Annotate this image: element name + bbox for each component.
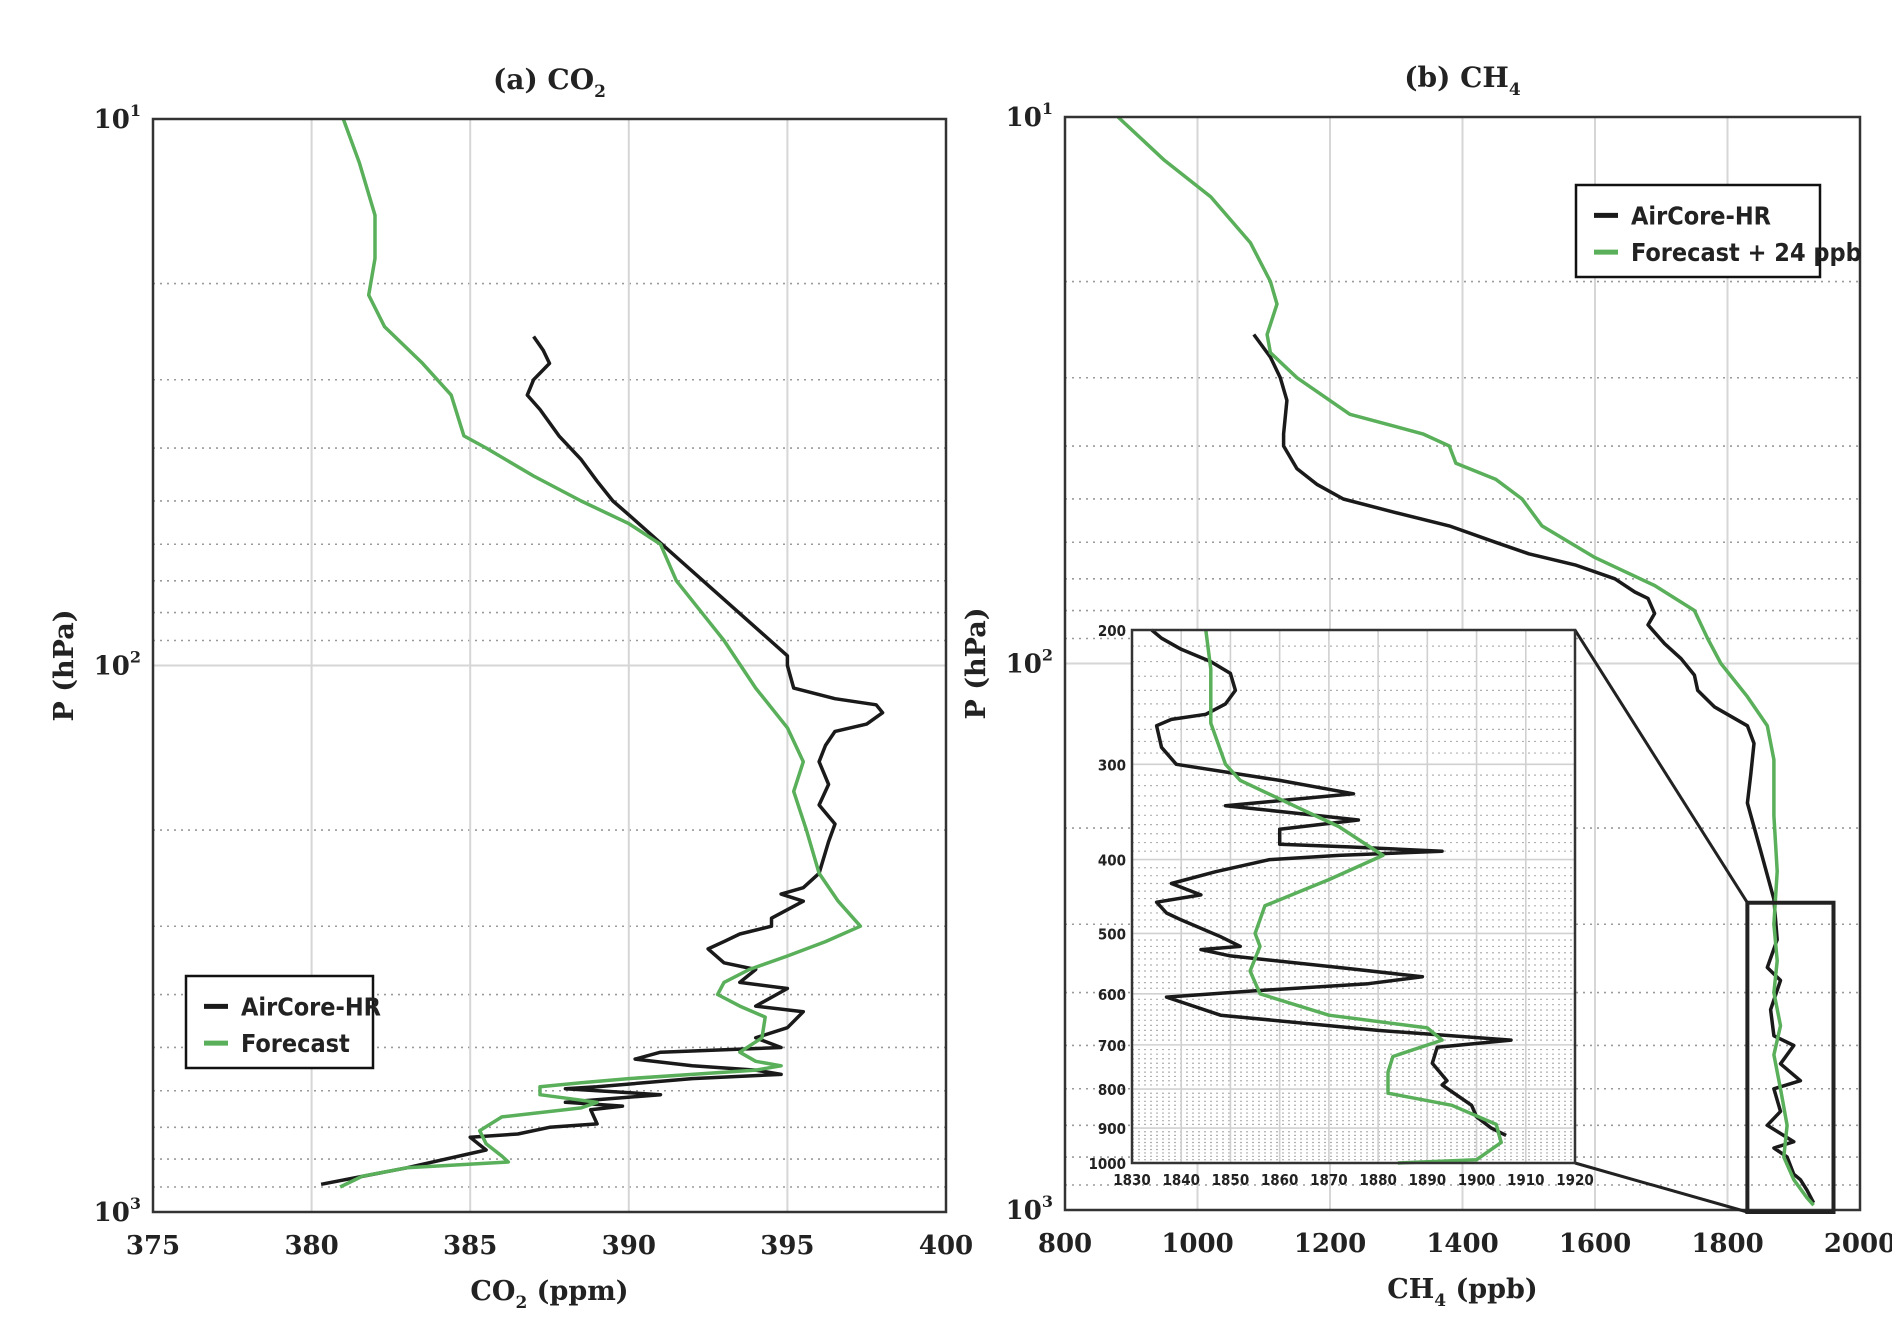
y-tick-label: 102 — [94, 648, 141, 682]
inset-y-ticks: 200 300 400 500 600 700 800 900 1000 — [1088, 622, 1126, 1173]
inset-y-tick-label: 300 — [1098, 756, 1126, 774]
inset-y-tick-label: 600 — [1098, 986, 1126, 1004]
panel-b-title: (b) CH4 — [1404, 61, 1521, 100]
x-tick-label: 380 — [284, 1231, 338, 1261]
inset-y-tick-label: 900 — [1098, 1120, 1126, 1138]
inset-y-tick-label: 1000 — [1088, 1155, 1126, 1173]
inset-series-line-forecast — [1204, 629, 1503, 1165]
x-tick-label: 1600 — [1559, 1229, 1631, 1259]
x-tick-label: 1400 — [1426, 1229, 1498, 1259]
x-tick-label: 2000 — [1824, 1229, 1892, 1259]
panel-b-y-ticks: 101 102 103 — [1006, 99, 1053, 1226]
legend-label-aircore: AirCore-HR — [1631, 201, 1771, 230]
panel-a-legend: AirCore-HR Forecast — [184, 974, 381, 1070]
inset-x-tick-label: 1880 — [1359, 1171, 1397, 1189]
panel-a-y-ticks: 101 102 103 — [94, 101, 141, 1228]
panel-a-axes-frame — [151, 117, 948, 1214]
panel-b-y-axis-label: P (hPa) — [961, 608, 992, 720]
panel-b-x-ticks: 800 1000 1200 1400 1600 1800 2000 — [1038, 1229, 1892, 1259]
inset-series-line-aircore — [1150, 628, 1513, 1137]
y-tick-label: 102 — [1006, 646, 1053, 680]
x-tick-label: 1200 — [1294, 1229, 1366, 1259]
inset-x-tick-label: 1850 — [1212, 1171, 1250, 1189]
panel-a-series — [320, 118, 885, 1189]
legend-label-aircore: AirCore-HR — [241, 992, 381, 1021]
panel-a-x-axis-label: CO2 (ppm) — [470, 1276, 628, 1313]
inset-series — [1150, 628, 1513, 1165]
inset-y-tick-label: 700 — [1098, 1037, 1126, 1055]
legend-label-forecast: Forecast + 24 ppb — [1631, 238, 1862, 267]
inset-x-tick-label: 1840 — [1162, 1171, 1200, 1189]
x-tick-label: 1800 — [1691, 1229, 1763, 1259]
zoom-connector-bottom — [1574, 1161, 1748, 1214]
x-tick-label: 390 — [602, 1231, 656, 1261]
x-tick-label: 1000 — [1161, 1229, 1233, 1259]
panel-a-co2: 375 380 385 390 395 400 101 102 103 (a) CO2 CO2… — [49, 63, 973, 1313]
inset-x-tick-label: 1900 — [1458, 1171, 1496, 1189]
panel-b-ch4: 800 1000 1200 1400 1600 1800 2000 101 102 103 (b… — [961, 61, 1892, 1311]
zoom-region-box — [1745, 900, 1836, 1215]
x-tick-label: 400 — [919, 1231, 973, 1261]
x-tick-label: 375 — [126, 1231, 180, 1261]
legend-label-forecast: Forecast — [241, 1029, 350, 1058]
y-tick-label: 103 — [94, 1194, 141, 1228]
inset-x-ticks: 1830 1840 1850 1860 1870 1880 1890 1900 1910 1920 — [1113, 1171, 1594, 1189]
panel-a-y-axis-label: P (hPa) — [49, 610, 80, 722]
inset-x-tick-label: 1870 — [1310, 1171, 1348, 1189]
x-tick-label: 385 — [443, 1231, 497, 1261]
panel-a-x-ticks: 375 380 385 390 395 400 — [126, 1231, 973, 1261]
panel-a-title: (a) CO2 — [493, 63, 606, 102]
inset-x-tick-label: 1830 — [1113, 1171, 1151, 1189]
inset-y-tick-label: 500 — [1098, 925, 1126, 943]
inset-y-tick-label: 800 — [1098, 1081, 1126, 1099]
panel-b-legend: AirCore-HR Forecast + 24 ppb — [1574, 183, 1862, 279]
y-tick-label: 101 — [1006, 99, 1053, 133]
series-line-aircore — [320, 335, 885, 1187]
inset-x-tick-label: 1890 — [1409, 1171, 1447, 1189]
inset-axes-frame — [1130, 628, 1577, 1165]
inset-x-tick-label: 1910 — [1507, 1171, 1545, 1189]
panel-b-axes-frame — [1063, 115, 1862, 1212]
inset-plot: 1830 1840 1850 1860 1870 1880 1890 1900 1910 1920… — [1088, 622, 1593, 1189]
inset-x-tick-label: 1920 — [1556, 1171, 1594, 1189]
x-tick-label: 395 — [760, 1231, 814, 1261]
inset-y-tick-label: 200 — [1098, 622, 1126, 640]
inset-y-tick-label: 400 — [1098, 852, 1126, 870]
series-line-forecast — [1116, 115, 1815, 1207]
y-tick-label: 103 — [1006, 1192, 1053, 1226]
inset-x-tick-label: 1860 — [1261, 1171, 1299, 1189]
y-tick-label: 101 — [94, 101, 141, 135]
x-tick-label: 800 — [1038, 1229, 1092, 1259]
zoom-connector-top — [1573, 629, 1749, 904]
series-line-forecast — [339, 118, 863, 1189]
series-line-aircore — [1252, 333, 1816, 1204]
panel-b-series — [1116, 115, 1816, 1207]
panel-b-x-axis-label: CH4 (ppb) — [1387, 1274, 1537, 1311]
